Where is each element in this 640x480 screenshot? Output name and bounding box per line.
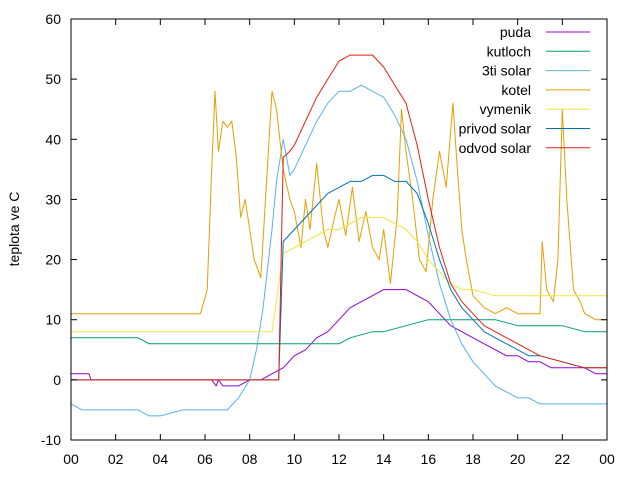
series-line-2: [71, 319, 607, 345]
y-tick-label: 10: [45, 312, 61, 328]
legend-label-3: 3ti solar: [482, 63, 531, 79]
x-tick-label: 12: [331, 451, 347, 467]
y-tick-label: -10: [41, 432, 61, 448]
y-axis-title: teplota ve C: [6, 192, 22, 267]
axis-layer: 00 02 04 06 08 10 12 14 16 18 20 22 00 60 50 40 30 20 10 0 -…: [41, 11, 615, 467]
y-tick-label: 20: [45, 252, 61, 268]
x-tick-label: 00: [599, 451, 615, 467]
series-line-5: [71, 217, 607, 333]
legend-label-2: kutloch: [487, 43, 531, 59]
legend-label-5: vymenik: [480, 101, 532, 117]
legend: puda kutloch 3ti solar kotel vymenik privod s…: [459, 24, 590, 156]
x-tick-label: 16: [421, 451, 437, 467]
x-tick-label: 18: [465, 451, 481, 467]
series-line-4: [71, 90, 607, 321]
x-tick-label: 14: [376, 451, 392, 467]
series-layer: [70, 54, 607, 417]
y-tick-label: 40: [45, 131, 61, 147]
x-tick-label: 08: [242, 451, 258, 467]
x-tick-label: 04: [153, 451, 169, 467]
legend-label-6: privod solar: [459, 121, 532, 137]
y-tick-label: 60: [45, 11, 61, 27]
x-tick-label: 20: [510, 451, 526, 467]
legend-label-4: kotel: [501, 82, 531, 98]
legend-label-7: odvod solar: [459, 140, 532, 156]
x-tick-label: 22: [555, 451, 571, 467]
y-tick-label: 50: [45, 71, 61, 87]
legend-label-1: puda: [500, 24, 531, 40]
series-line-6: [71, 174, 607, 381]
x-tick-label: 06: [197, 451, 213, 467]
y-tick-label: 0: [53, 372, 61, 388]
x-tick-label: 02: [108, 451, 124, 467]
series-line-3: [70, 84, 607, 417]
y-tick-label: 30: [45, 191, 61, 207]
x-tick-label: 00: [63, 451, 79, 467]
series-line-7: [71, 54, 607, 381]
x-tick-label: 10: [287, 451, 303, 467]
series-line-1: [71, 289, 607, 387]
